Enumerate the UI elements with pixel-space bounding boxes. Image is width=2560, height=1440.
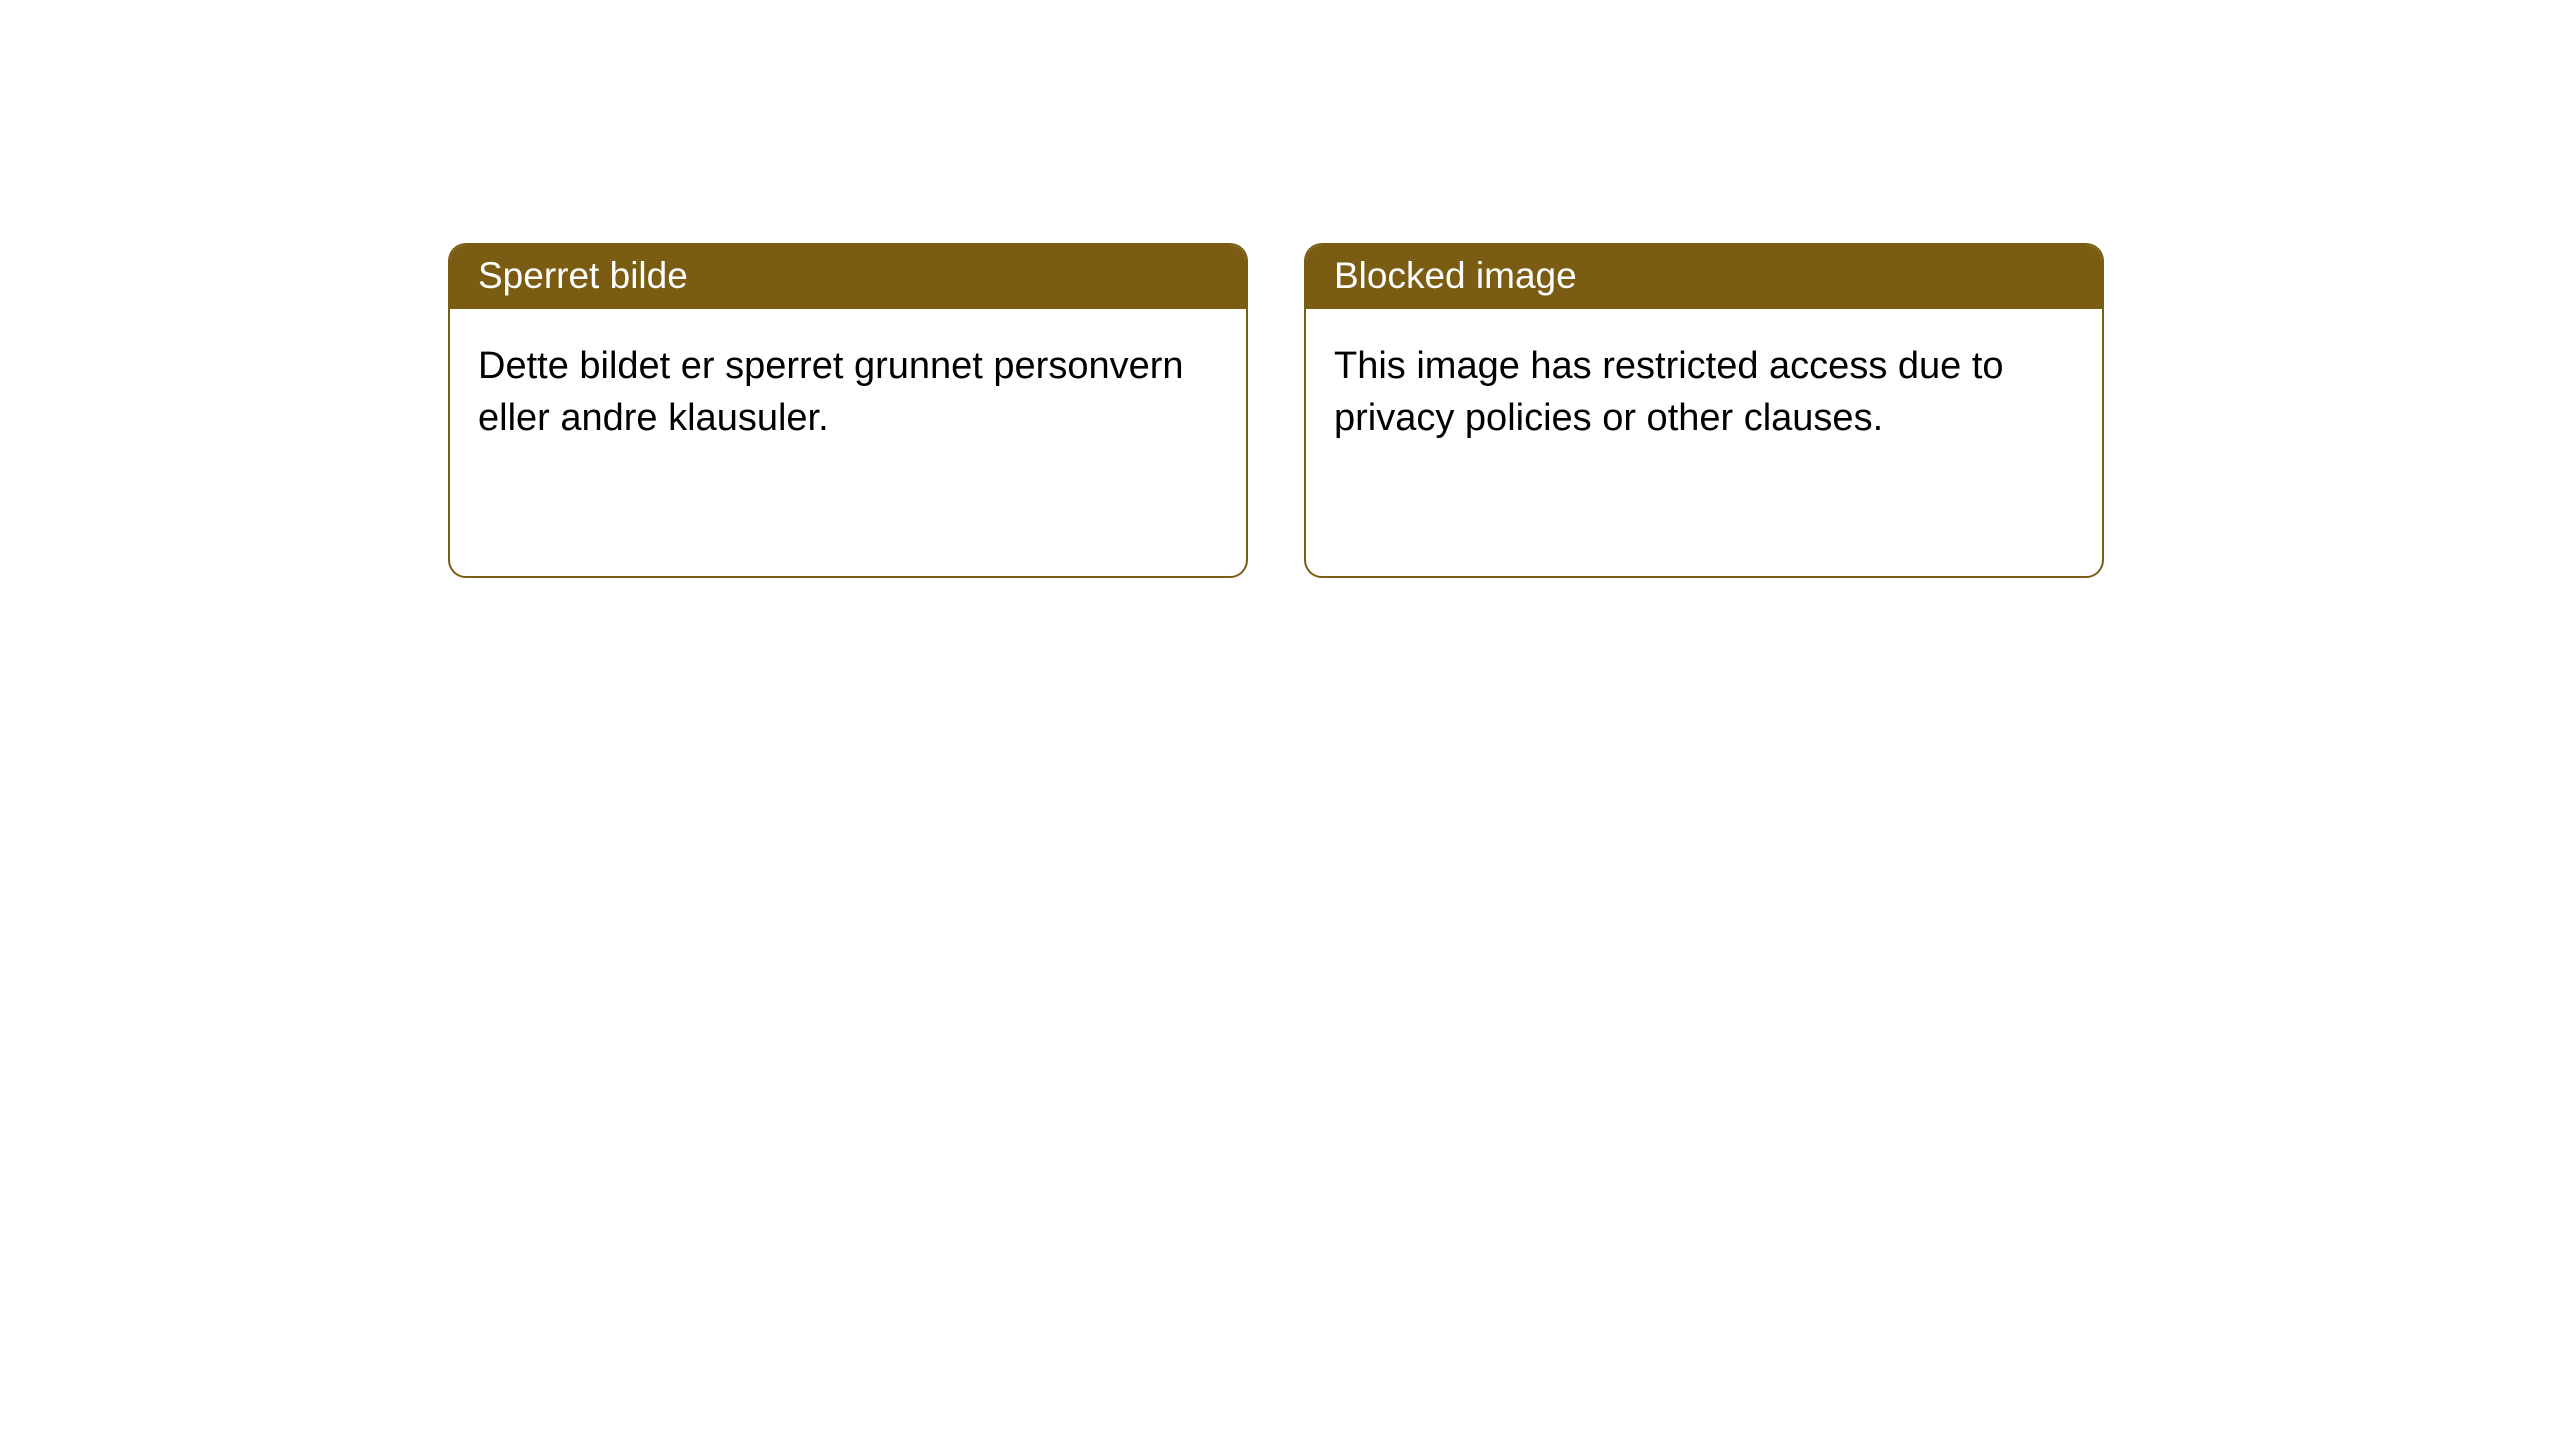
card-title-no: Sperret bilde	[478, 255, 688, 296]
card-header-en: Blocked image	[1306, 245, 2102, 309]
card-body-en: This image has restricted access due to …	[1306, 309, 2102, 476]
blocked-image-card-no: Sperret bilde Dette bildet er sperret gr…	[448, 243, 1248, 578]
notice-container: Sperret bilde Dette bildet er sperret gr…	[448, 243, 2104, 578]
card-title-en: Blocked image	[1334, 255, 1577, 296]
card-body-no: Dette bildet er sperret grunnet personve…	[450, 309, 1246, 476]
blocked-image-card-en: Blocked image This image has restricted …	[1304, 243, 2104, 578]
card-header-no: Sperret bilde	[450, 245, 1246, 309]
card-body-text-no: Dette bildet er sperret grunnet personve…	[478, 345, 1184, 438]
card-body-text-en: This image has restricted access due to …	[1334, 345, 2004, 438]
